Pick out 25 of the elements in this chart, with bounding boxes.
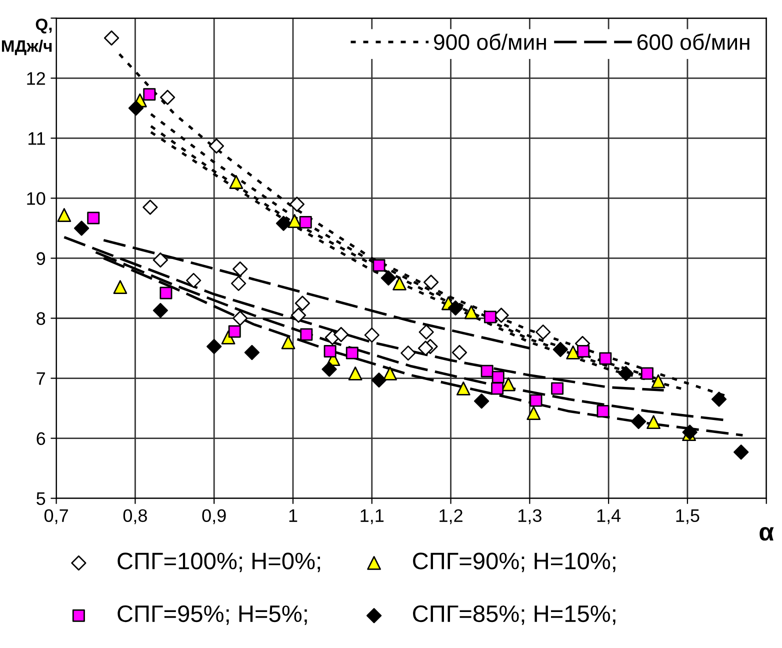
x-tick-label: 1,1 bbox=[360, 509, 384, 524]
y-axis-title: Q, МДж/ч bbox=[2, 18, 52, 56]
x-tick-label: 0,8 bbox=[123, 509, 147, 524]
legend-label: СПГ=90%; Н=10%; bbox=[413, 552, 616, 572]
x-tick-label: 0,9 bbox=[202, 509, 226, 524]
x-tick-label: 1,3 bbox=[518, 509, 542, 524]
x-tick-label: 0,7 bbox=[44, 509, 68, 524]
x-axis-title: α bbox=[760, 526, 774, 541]
legend-label: 600 об/мин bbox=[637, 34, 750, 50]
y-tick-label: 10 bbox=[27, 192, 46, 205]
legend-label: СПГ=95%; Н=5%; bbox=[118, 605, 307, 625]
x-tick-label: 1,2 bbox=[440, 509, 462, 524]
legend-label: 900 об/мин bbox=[434, 34, 546, 50]
y-tick-label: 7 bbox=[36, 372, 45, 385]
y-tick-label: 8 bbox=[36, 312, 46, 325]
y-tick-label: 12 bbox=[27, 72, 45, 85]
legend-label: СПГ=100%; Н=0%; bbox=[118, 552, 320, 572]
y-tick-label: 6 bbox=[36, 432, 46, 446]
y-tick-label: 9 bbox=[36, 252, 46, 265]
y-tick-label: 5 bbox=[36, 492, 46, 506]
x-tick-label: 1,4 bbox=[597, 509, 621, 524]
x-tick-label: 1,5 bbox=[676, 509, 700, 524]
y-tick-label: 11 bbox=[28, 132, 46, 145]
x-tick-label: 1 bbox=[289, 509, 298, 522]
legend-label: СПГ=85%; Н=15%; bbox=[413, 605, 616, 625]
